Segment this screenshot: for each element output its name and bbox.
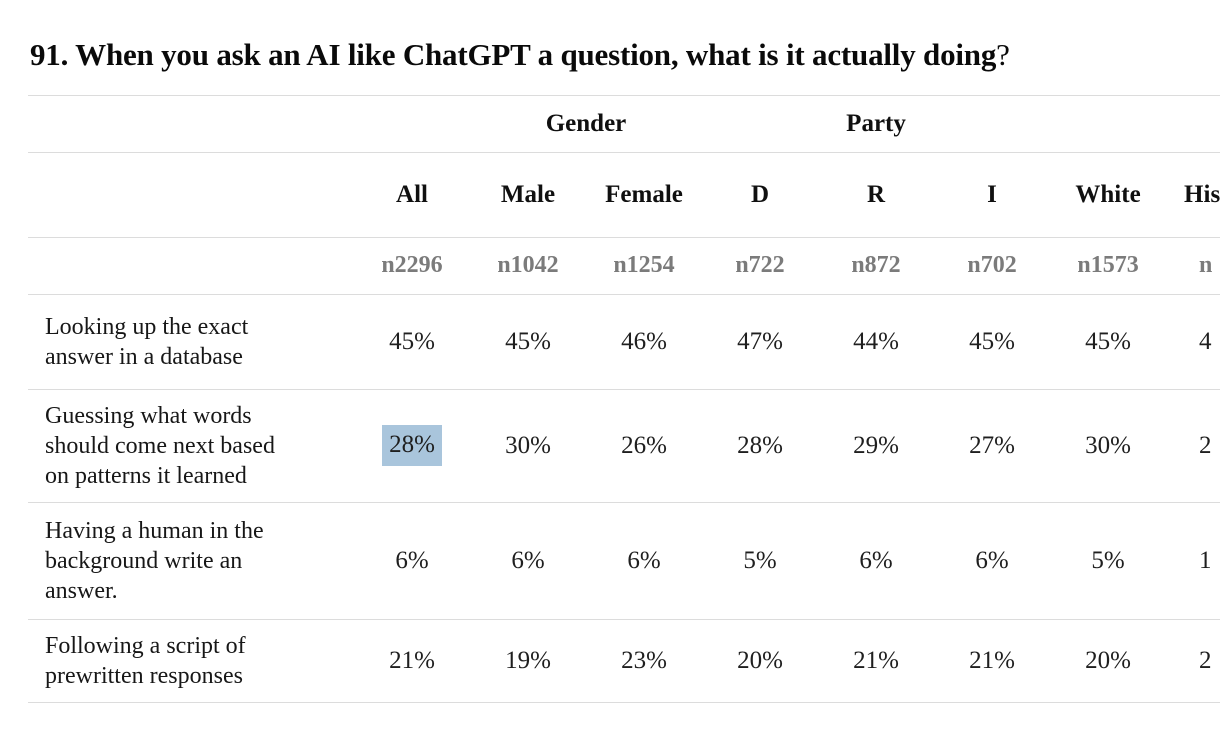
value-cell: 6% xyxy=(354,502,470,620)
page-title-question-mark: ? xyxy=(996,37,1010,72)
row-label: Having a human in the background write a… xyxy=(28,502,354,620)
value-cell: 44% xyxy=(818,294,935,390)
value-cell: 23% xyxy=(586,619,703,703)
table-row: Following a script of prewritten respons… xyxy=(28,619,1220,703)
sample-size-value: n872 xyxy=(818,237,935,295)
sample-size-value: n xyxy=(1166,237,1220,295)
column-header-i: I xyxy=(934,152,1051,238)
value-cell: 21% xyxy=(354,619,470,703)
sample-size-row: n2296 n1042 n1254 n722 n872 n702 n1573 n xyxy=(28,237,1220,295)
page-header: 91. When you ask an AI like ChatGPT a qu… xyxy=(28,0,1220,96)
value-cell: 6% xyxy=(934,502,1051,620)
value-cell: 47% xyxy=(702,294,819,390)
value-cell: 5% xyxy=(702,502,819,620)
value-cell: 21% xyxy=(934,619,1051,703)
value-cell: 45% xyxy=(470,294,586,390)
row-label: Looking up the exact answer in a databas… xyxy=(28,294,354,390)
group-header-row: Gender Party xyxy=(28,96,1220,153)
column-header-d: D xyxy=(702,152,819,238)
column-header-spacer xyxy=(28,152,354,238)
column-header-male: Male xyxy=(470,152,586,238)
group-header-party: Party xyxy=(702,96,1051,153)
value-cell: 20% xyxy=(1050,619,1167,703)
value-cell: 6% xyxy=(586,502,703,620)
sample-size-value: n1254 xyxy=(586,237,703,295)
sample-size-value: n2296 xyxy=(354,237,470,295)
value-cell: 26% xyxy=(586,389,703,503)
value-cell: 4 xyxy=(1166,294,1220,390)
crosstab-table: Gender Party All Male Female D R I White His n22… xyxy=(28,96,1220,703)
value-cell: 30% xyxy=(1050,389,1167,503)
highlighted-value: 28% xyxy=(382,425,442,466)
column-header-all: All xyxy=(354,152,470,238)
sample-size-value: n722 xyxy=(702,237,819,295)
sample-size-spacer xyxy=(28,237,354,295)
value-cell: 28% xyxy=(702,389,819,503)
value-cell: 6% xyxy=(470,502,586,620)
sample-size-value: n1042 xyxy=(470,237,586,295)
page-title: 91. When you ask an AI like ChatGPT a qu… xyxy=(28,0,1220,75)
value-cell: 30% xyxy=(470,389,586,503)
value-cell: 2 xyxy=(1166,619,1220,703)
value-cell: 27% xyxy=(934,389,1051,503)
row-label: Following a script of prewritten respons… xyxy=(28,619,354,703)
page-title-text: 91. When you ask an AI like ChatGPT a qu… xyxy=(30,37,997,72)
group-spacer-trailing xyxy=(1050,96,1220,153)
group-header-gender: Gender xyxy=(470,96,703,153)
column-header-row: All Male Female D R I White His xyxy=(28,152,1220,238)
value-cell: 46% xyxy=(586,294,703,390)
table-row: Looking up the exact answer in a databas… xyxy=(28,294,1220,390)
row-label: Guessing what words should come next bas… xyxy=(28,389,354,503)
value-cell: 2 xyxy=(1166,389,1220,503)
table-row: Guessing what words should come next bas… xyxy=(28,389,1220,503)
value-cell: 1 xyxy=(1166,502,1220,620)
value-cell: 19% xyxy=(470,619,586,703)
value-cell: 45% xyxy=(1050,294,1167,390)
column-header-r: R xyxy=(818,152,935,238)
group-spacer xyxy=(354,96,470,153)
value-cell: 6% xyxy=(818,502,935,620)
crosstab-table-container: Gender Party All Male Female D R I White His n22… xyxy=(28,96,1220,703)
table-row: Having a human in the background write a… xyxy=(28,502,1220,620)
table-body: Looking up the exact answer in a databas… xyxy=(28,294,1220,703)
column-header-white: White xyxy=(1050,152,1167,238)
column-header-female: Female xyxy=(586,152,703,238)
sample-size-value: n702 xyxy=(934,237,1051,295)
value-cell: 29% xyxy=(818,389,935,503)
value-cell: 45% xyxy=(354,294,470,390)
value-cell: 28% xyxy=(354,389,470,503)
value-cell: 20% xyxy=(702,619,819,703)
column-header-his: His xyxy=(1166,152,1220,238)
group-spacer-label xyxy=(28,96,354,153)
value-cell: 45% xyxy=(934,294,1051,390)
value-cell: 5% xyxy=(1050,502,1167,620)
value-cell: 21% xyxy=(818,619,935,703)
sample-size-value: n1573 xyxy=(1050,237,1167,295)
